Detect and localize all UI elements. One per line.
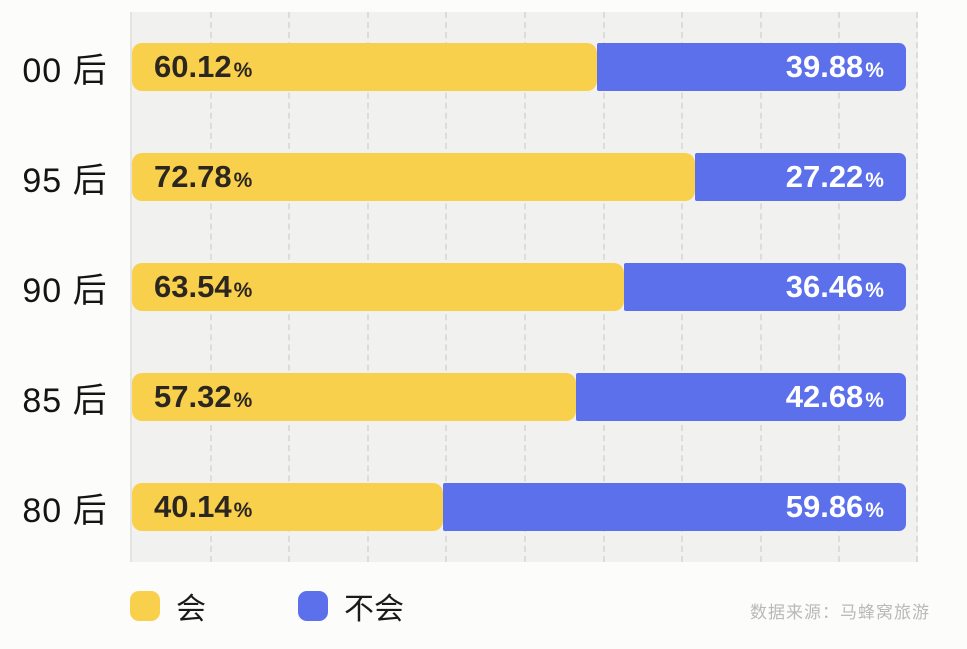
bar-value-label: 42.68%	[785, 379, 884, 414]
percent-sign: %	[865, 59, 884, 82]
bar-value-label: 40.14%	[154, 489, 253, 524]
source-caption: 数据来源：马蜂窝旅游	[750, 603, 930, 622]
bar-track: 72.78% 27.22%	[132, 153, 906, 201]
bar-value-label: 27.22%	[785, 159, 884, 194]
percent-sign: %	[233, 389, 253, 412]
yes-bar-segment: 60.12%	[132, 43, 598, 91]
bar-row-80hou: 80 后 40.14% 59.86%	[0, 452, 918, 562]
yes-bar-segment: 40.14%	[132, 483, 443, 531]
category-label: 90 后	[22, 271, 108, 310]
legend-item-yes: 会	[130, 584, 206, 628]
bar-track: 60.12% 39.88%	[132, 43, 906, 91]
percent-sign: %	[233, 499, 253, 522]
bar-value-label: 60.12%	[154, 49, 253, 84]
bar-track: 63.54% 36.46%	[132, 263, 906, 311]
bar-track: 40.14% 59.86%	[132, 483, 906, 531]
bar-value-label: 63.54%	[154, 269, 253, 304]
legend-swatch-blue	[298, 591, 328, 621]
bar-row-85hou: 85 后 57.32% 42.68%	[0, 342, 918, 452]
legend-label: 不会	[344, 593, 404, 626]
legend: 会 不会	[130, 584, 404, 628]
bar-value-label: 39.88%	[785, 49, 884, 84]
yes-bar-segment: 57.32%	[132, 373, 576, 421]
no-bar-segment: 42.68%	[575, 373, 906, 421]
yes-bar-segment: 63.54%	[132, 263, 624, 311]
no-bar-segment: 59.86%	[442, 483, 906, 531]
bar-row-95hou: 95 后 72.78% 27.22%	[0, 122, 918, 232]
no-bar-segment: 27.22%	[695, 153, 906, 201]
percent-sign: %	[233, 59, 253, 82]
bar-value-label: 72.78%	[154, 159, 253, 194]
percent-sign: %	[865, 279, 884, 302]
no-bar-segment: 36.46%	[623, 263, 906, 311]
percent-sign: %	[865, 389, 884, 412]
percent-sign: %	[865, 169, 884, 192]
category-label: 00 后	[22, 51, 108, 90]
percent-sign: %	[233, 279, 253, 302]
percent-sign: %	[865, 499, 884, 522]
category-label: 95 后	[22, 161, 108, 200]
category-label: 85 后	[22, 381, 108, 420]
bar-value-label: 59.86%	[785, 489, 884, 524]
bar-row-00hou: 00 后 60.12% 39.88%	[0, 12, 918, 122]
category-label: 80 后	[22, 491, 108, 530]
bar-row-90hou: 90 后 63.54% 36.46%	[0, 232, 918, 342]
yes-bar-segment: 72.78%	[132, 153, 696, 201]
legend-swatch-yellow	[130, 591, 160, 621]
legend-item-no: 不会	[298, 584, 404, 628]
bar-rows: 00 后 60.12% 39.88% 95 后 72.78% 27.22%	[0, 12, 918, 562]
bar-value-label: 57.32%	[154, 379, 253, 414]
bar-track: 57.32% 42.68%	[132, 373, 906, 421]
gridline	[916, 12, 918, 562]
bar-value-label: 36.46%	[785, 269, 884, 304]
no-bar-segment: 39.88%	[597, 43, 906, 91]
percent-sign: %	[233, 169, 253, 192]
legend-label: 会	[176, 593, 206, 626]
